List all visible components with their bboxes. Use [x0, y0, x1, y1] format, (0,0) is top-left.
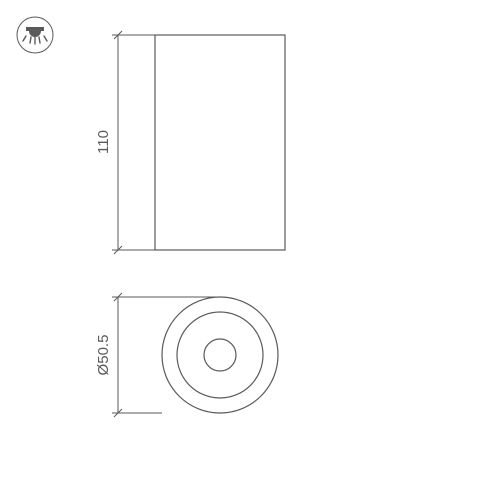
dim-diameter-label: Ø50.5 [95, 335, 112, 376]
dim-diameter: Ø50.5 [95, 293, 220, 417]
downlight-icon [17, 17, 53, 53]
dim-height-label: 110 [95, 130, 112, 154]
plan-view [162, 297, 278, 413]
dim-height: 110 [95, 31, 155, 254]
elevation-rect [155, 35, 285, 250]
